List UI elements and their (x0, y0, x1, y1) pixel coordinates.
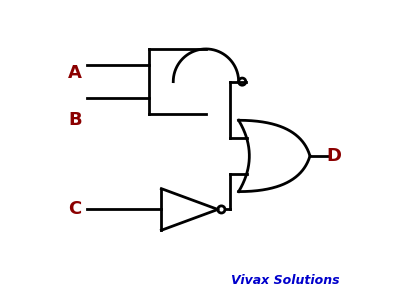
Text: A: A (68, 64, 82, 82)
Text: C: C (68, 200, 82, 218)
Text: B: B (68, 111, 82, 129)
Text: Vivax Solutions: Vivax Solutions (231, 274, 340, 287)
Text: D: D (326, 147, 341, 165)
